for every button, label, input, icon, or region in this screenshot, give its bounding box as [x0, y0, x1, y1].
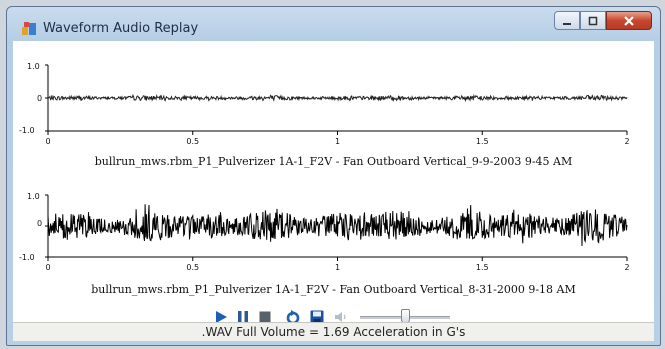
x-tick-label: 2 — [624, 263, 629, 272]
x-tick-label: 0.5 — [186, 137, 199, 146]
waveform-series — [47, 93, 628, 103]
speaker-icon[interactable] — [333, 309, 349, 325]
y-tick-label: -1.0 — [19, 126, 35, 135]
y-tick-label: -1.0 — [19, 253, 35, 262]
x-tick-label: 0 — [45, 137, 50, 146]
y-tick-label: 1.0 — [27, 192, 40, 201]
title-bar: Waveform Audio Replay — [7, 7, 660, 41]
app-window: Waveform Audio Replay 1.0 0 -1.0 0 0.5 1 1.… — [6, 6, 661, 346]
waveform-caption-2: bullrun_mws.rbm_P1_Pulverizer 1A-1_F2V -… — [91, 283, 576, 296]
maximize-button[interactable] — [580, 11, 606, 30]
status-bar: .WAV Full Volume = 1.69 Acceleration in … — [13, 322, 654, 341]
x-tick-label: 1.5 — [476, 137, 489, 146]
waveform-chart-1: 1.0 0 -1.0 0 0.5 1 1.5 2 — [19, 62, 630, 146]
pause-icon[interactable] — [235, 309, 251, 325]
waveform-series — [47, 204, 628, 247]
play-icon[interactable] — [213, 309, 229, 325]
x-tick-label: 0.5 — [186, 263, 199, 272]
waveform-chart-2: 1.0 0 -1.0 0 0.5 1 1.5 2 — [19, 192, 630, 272]
window-title: Waveform Audio Replay — [43, 21, 199, 36]
x-tick-label: 1 — [335, 263, 340, 272]
caption-buttons — [554, 11, 652, 31]
x-ticks: 0 0.5 1 1.5 2 — [45, 131, 630, 146]
maximize-icon — [588, 16, 598, 25]
x-tick-label: 1.5 — [476, 263, 489, 272]
y-tick-label: 0 — [37, 219, 42, 228]
x-tick-label: 0 — [45, 263, 50, 272]
y-tick-label: 1.0 — [27, 62, 40, 71]
close-icon — [624, 15, 634, 26]
x-ticks: 0 0.5 1 1.5 2 — [45, 257, 630, 272]
app-icon — [22, 22, 36, 35]
minimize-icon — [563, 22, 571, 25]
stop-icon[interactable] — [257, 309, 273, 325]
y-tick-label: 0 — [37, 94, 42, 103]
x-tick-label: 1 — [335, 137, 340, 146]
client-area: 1.0 0 -1.0 0 0.5 1 1.5 2 bullrun_mws.rbm_P1_… — [13, 41, 654, 341]
minimize-button[interactable] — [554, 11, 580, 30]
x-tick-label: 2 — [624, 137, 629, 146]
close-button[interactable] — [606, 11, 652, 30]
waveform-caption-1: bullrun_mws.rbm_P1_Pulverizer 1A-1_F2V -… — [94, 155, 573, 168]
save-icon[interactable] — [309, 309, 325, 325]
